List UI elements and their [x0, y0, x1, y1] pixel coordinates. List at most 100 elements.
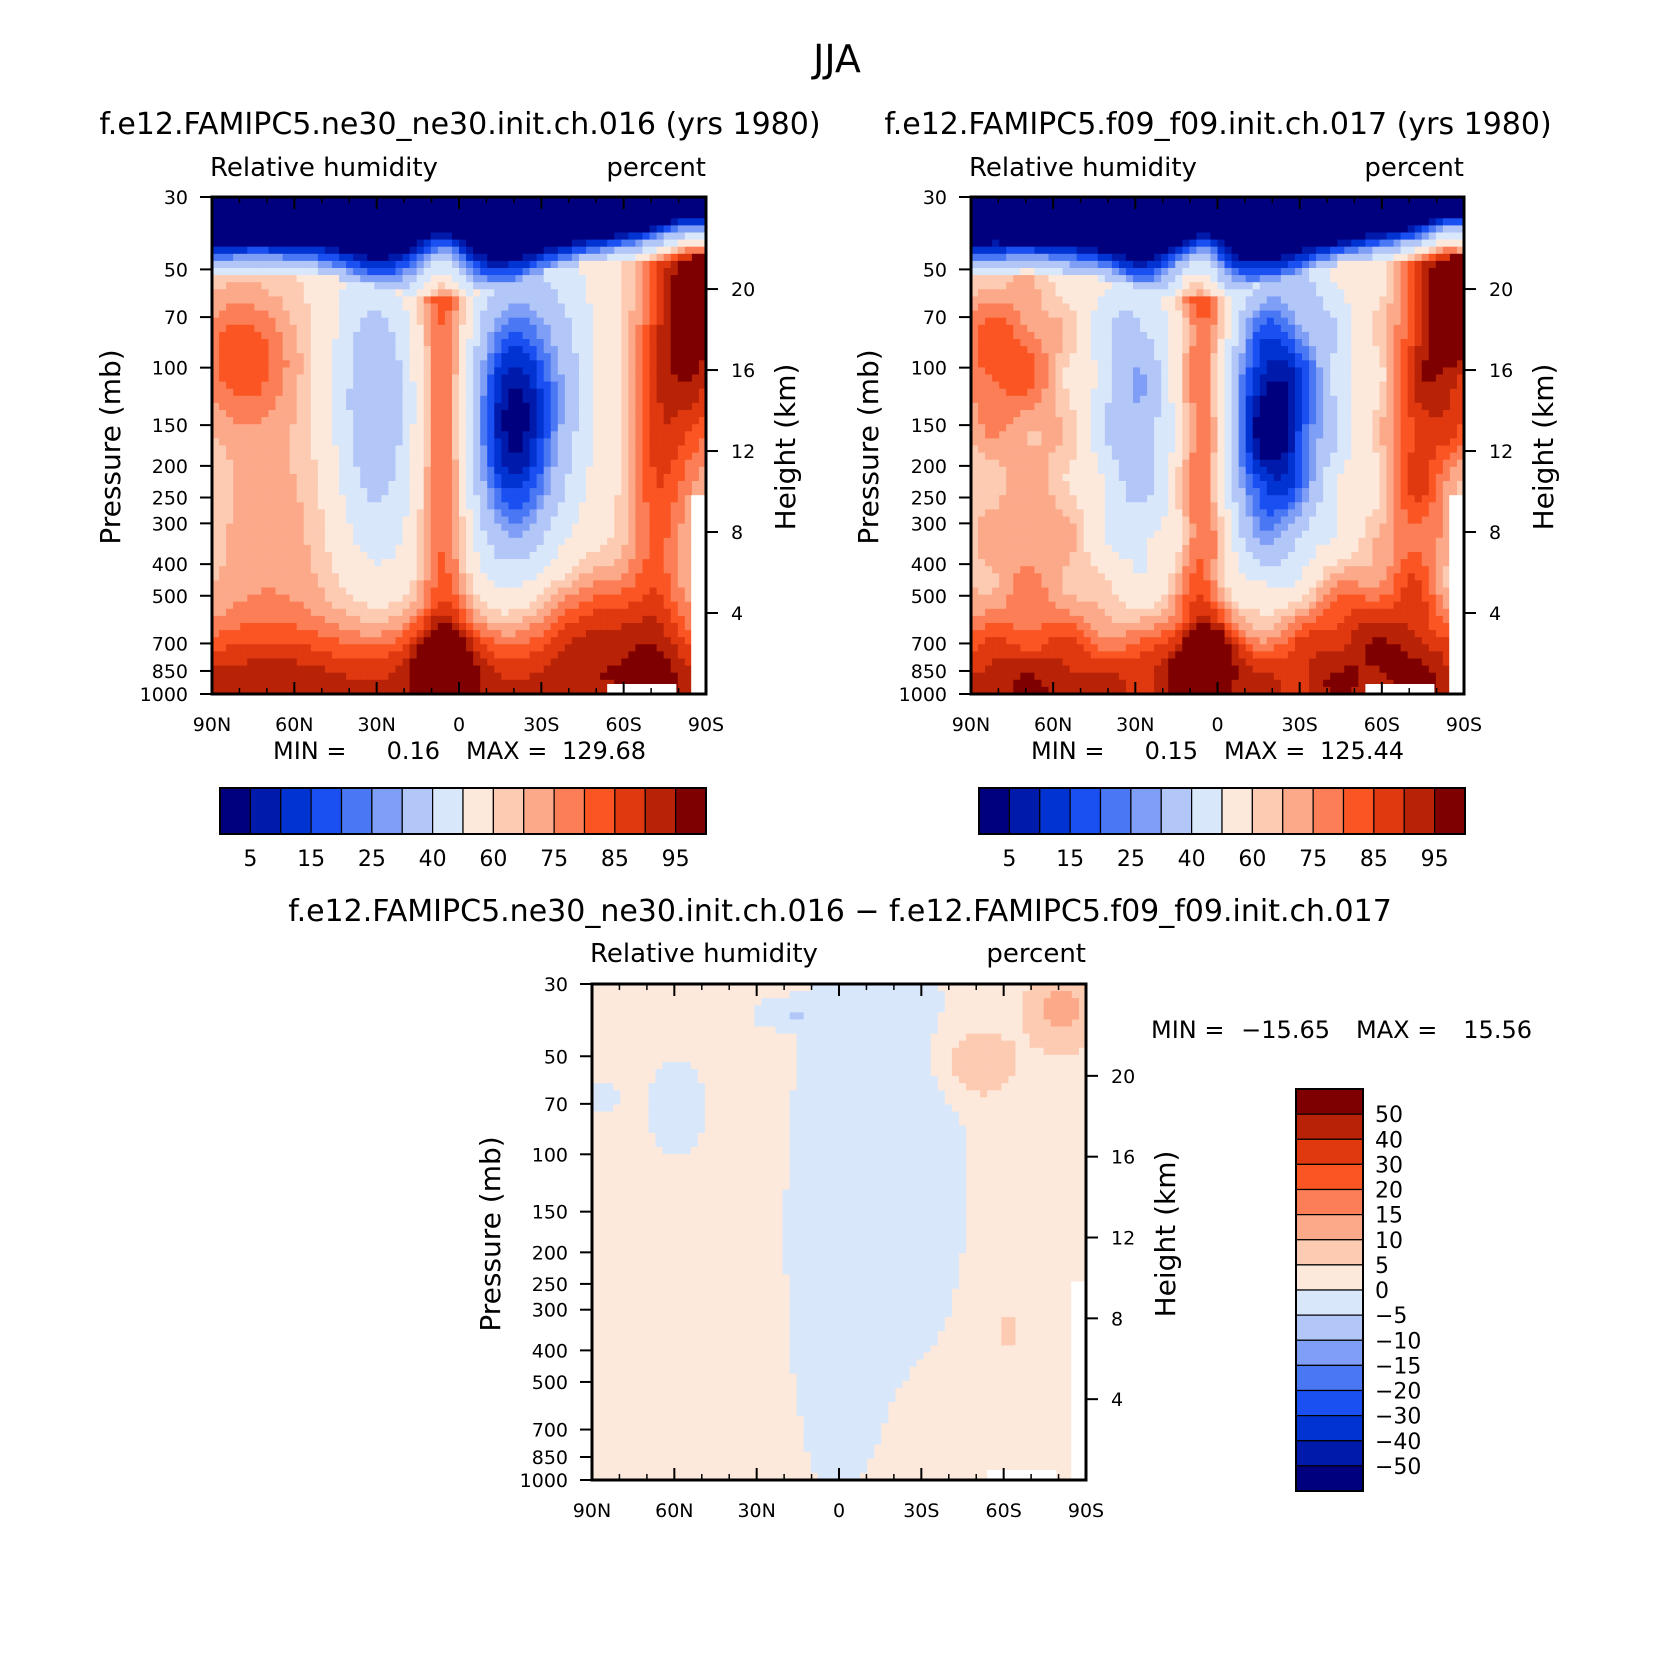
contour-cell: [226, 424, 234, 432]
contour-cell: [635, 204, 644, 212]
contour-cell: [430, 615, 439, 624]
contour-cell: [233, 516, 241, 525]
contour-cell: [395, 204, 404, 212]
contour-cell: [282, 594, 291, 603]
contour-cell: [466, 552, 474, 560]
contour-cell: [303, 509, 312, 518]
contour-cell: [698, 260, 707, 269]
contour-cell: [275, 537, 284, 546]
contour-cell: [268, 431, 277, 439]
contour-cell: [571, 637, 580, 645]
contour-cell: [522, 424, 531, 432]
contour-cell: [628, 559, 637, 567]
contour-cell: [684, 353, 693, 361]
contour-cell: [670, 275, 679, 283]
contour-cell: [600, 502, 608, 510]
contour-cell: [367, 381, 375, 390]
contour-cell: [331, 367, 340, 376]
contour-cell: [635, 658, 644, 667]
contour-cell: [656, 481, 665, 489]
contour-cell: [635, 324, 644, 333]
contour-cell: [381, 381, 390, 390]
contour-cell: [550, 679, 559, 688]
contour-cell: [487, 232, 495, 241]
contour-cell: [388, 232, 397, 241]
contour-cell: [621, 594, 629, 603]
contour-cell: [593, 502, 601, 510]
contour-cell: [529, 544, 538, 553]
contour-cell: [240, 310, 248, 319]
contour-cell: [663, 197, 672, 205]
contour-cell: [635, 473, 644, 482]
contour-cell: [536, 431, 545, 439]
contour-cell: [480, 367, 488, 376]
contour-cell: [367, 637, 375, 645]
contour-cell: [353, 253, 361, 262]
contour-cell: [508, 473, 517, 482]
contour-cell: [409, 630, 418, 638]
contour-cell: [339, 438, 347, 447]
contour-cell: [621, 644, 629, 652]
contour-cell: [395, 445, 404, 454]
contour-cell: [466, 544, 474, 553]
contour-cell: [536, 317, 545, 326]
contour-cell: [522, 552, 531, 560]
contour-cell: [508, 324, 517, 333]
contour-cell: [543, 658, 552, 667]
contour-cell: [593, 552, 601, 560]
contour-cell: [409, 459, 418, 468]
contour-cell: [614, 502, 622, 510]
contour-cell: [381, 445, 390, 454]
contour-cell: [522, 339, 531, 347]
contour-cell: [536, 658, 545, 667]
missing-data-region: [691, 495, 706, 694]
contour-cell: [381, 253, 390, 262]
contour-cell: [324, 268, 333, 276]
contour-cell: [522, 353, 531, 361]
contour-cell: [451, 566, 460, 574]
contour-cell: [261, 573, 270, 581]
contour-cell: [444, 218, 453, 226]
contour-cell: [310, 395, 319, 404]
contour-cell: [437, 651, 446, 660]
contour-cell: [515, 218, 524, 226]
contour-cell: [684, 239, 693, 248]
contour-cell: [437, 544, 446, 553]
contour-cell: [331, 452, 340, 461]
contour-cell: [473, 353, 481, 361]
contour-cell: [473, 679, 481, 688]
contour-cell: [677, 417, 686, 425]
contour-cell: [360, 587, 368, 596]
contour-cell: [508, 388, 517, 397]
contour-cell: [219, 552, 227, 560]
contour-cell: [430, 573, 439, 581]
contour-cell: [324, 239, 333, 248]
contour-cell: [621, 268, 629, 276]
contour-cell: [381, 360, 390, 368]
contour-cell: [423, 296, 432, 305]
contour-cell: [621, 310, 629, 319]
contour-cell: [233, 559, 241, 567]
contour-cell: [522, 608, 531, 617]
contour-cell: [437, 282, 446, 290]
contour-cell: [367, 509, 375, 518]
contour-cell: [226, 410, 234, 418]
contour-cell: [607, 424, 615, 432]
contour-cell: [254, 559, 262, 567]
contour-cell: [529, 239, 538, 248]
contour-cell: [360, 239, 368, 248]
contour-cell: [677, 246, 686, 255]
contour-cell: [268, 552, 277, 560]
contour-cell: [289, 339, 298, 347]
contour-cell: [430, 580, 439, 589]
contour-cell: [529, 630, 538, 638]
contour-cell: [571, 559, 580, 567]
contour-cell: [402, 552, 411, 560]
contour-cell: [670, 466, 679, 475]
contour-cell: [557, 239, 566, 248]
contour-cell: [607, 417, 615, 425]
contour-cell: [649, 410, 658, 418]
contour-cell: [515, 402, 524, 411]
contour-cell: [586, 559, 594, 567]
contour-cell: [395, 608, 404, 617]
